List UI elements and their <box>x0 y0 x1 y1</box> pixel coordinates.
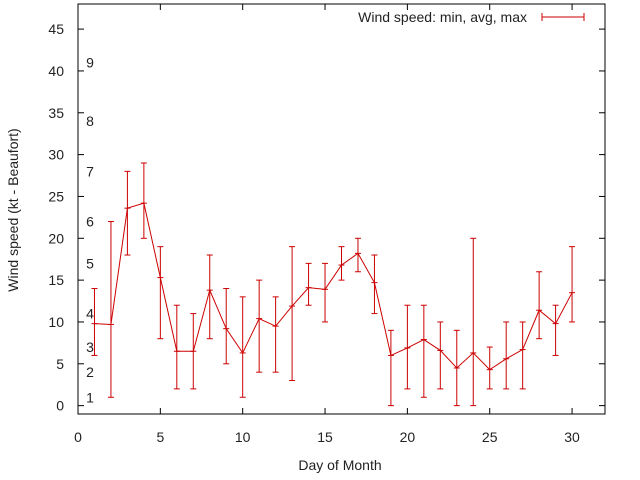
x-tick-label: 15 <box>317 429 333 445</box>
beaufort-scale-labels: 1 2 3 4 5 6 7 8 9 <box>86 55 94 406</box>
x-axis-label: Day of Month <box>298 457 381 473</box>
legend-label: Wind speed: min, avg, max <box>358 9 527 25</box>
y-tick-label: 45 <box>48 21 64 37</box>
x-tick-label: 5 <box>156 429 164 445</box>
y-tick-label: 30 <box>48 147 64 163</box>
x-tick-label: 10 <box>235 429 251 445</box>
x-tick-label: 20 <box>400 429 416 445</box>
x-tick-label: 30 <box>564 429 580 445</box>
beaufort-label: 7 <box>86 163 94 179</box>
beaufort-label: 5 <box>86 255 94 271</box>
beaufort-label: 4 <box>86 306 94 322</box>
y-tick-label: 10 <box>48 314 64 330</box>
legend: Wind speed: min, avg, max <box>358 9 585 25</box>
y-tick-label: 40 <box>48 63 64 79</box>
y-tick-label: 25 <box>48 188 64 204</box>
beaufort-label: 3 <box>86 339 94 355</box>
avg-wind-line <box>94 202 573 371</box>
beaufort-label: 1 <box>86 389 94 405</box>
data-series <box>91 162 576 407</box>
plot-area-frame <box>77 3 606 415</box>
y-tick-label: 20 <box>48 230 64 246</box>
x-tick-label: 0 <box>74 429 82 445</box>
y-tick-label: 5 <box>56 356 64 372</box>
y-tick-label: 0 <box>56 398 64 414</box>
y-axis-label: Wind speed (kt - Beaufort) <box>5 128 21 291</box>
beaufort-label: 9 <box>86 55 94 71</box>
beaufort-label: 2 <box>86 364 94 380</box>
beaufort-label: 6 <box>86 214 94 230</box>
x-tick-label: 25 <box>482 429 498 445</box>
y-tick-label: 15 <box>48 272 64 288</box>
beaufort-label: 8 <box>86 113 94 129</box>
x-axis: 0 5 10 15 20 25 30 <box>74 4 580 445</box>
y-tick-label: 35 <box>48 105 64 121</box>
